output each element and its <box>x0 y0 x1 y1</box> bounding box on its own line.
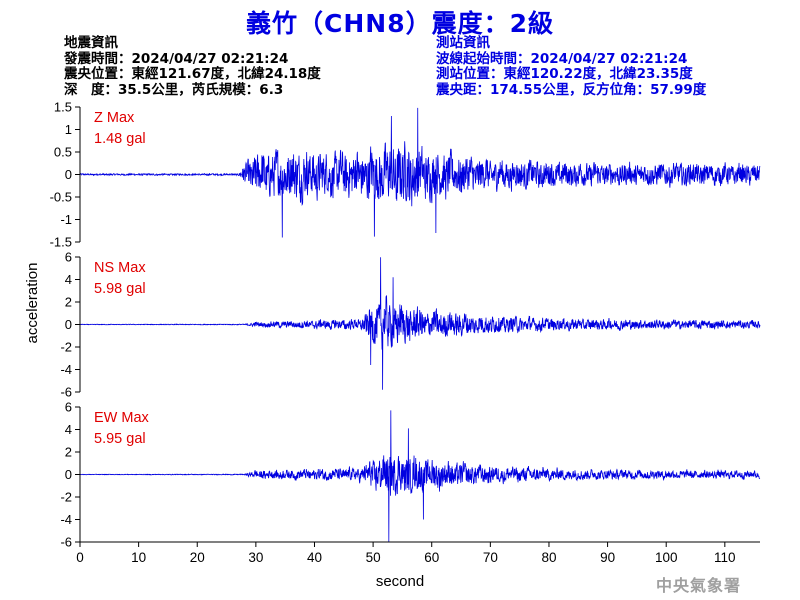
max-label-ns: NS Max <box>94 260 146 276</box>
x-tick-label: 110 <box>714 550 736 565</box>
max-label-z: Z Max <box>94 110 135 126</box>
panel-z: -1.5 -1 -0.5 0 0.5 1 1.5 Z Max 1.48 gal <box>50 100 761 250</box>
y-tick-label: 4 <box>65 422 72 437</box>
x-tick-label: 10 <box>131 550 146 565</box>
quake-origin-time: 發震時間：2024/04/27 02:21:24 <box>64 50 289 67</box>
trace-ns <box>79 257 761 390</box>
quake-depth-magnitude: 深 度：35.5公里，芮氏規模：6.3 <box>64 81 284 98</box>
y-tick-label: 1 <box>65 122 72 137</box>
trace-ew <box>79 410 761 542</box>
x-tick-label: 20 <box>190 550 205 565</box>
cwa-watermark: 中央氣象署 <box>656 576 742 595</box>
x-tick-label: 60 <box>424 550 439 565</box>
x-tick-label: 0 <box>76 550 84 565</box>
x-tick-label: 50 <box>366 550 381 565</box>
station-info-heading: 測站資訊 <box>436 35 490 51</box>
quake-epicenter: 震央位置：東經121.67度，北緯24.18度 <box>64 66 321 82</box>
x-tick-label: 90 <box>600 550 615 565</box>
station-wave-start: 波線起始時間：2024/04/27 02:21:24 <box>436 50 688 67</box>
x-tick-label: 100 <box>655 550 678 565</box>
y-tick-label: 2 <box>65 295 72 310</box>
station-info-block: 測站資訊 波線起始時間：2024/04/27 02:21:24 測站位置：東經1… <box>436 35 707 98</box>
y-tick-label: -4 <box>60 362 72 377</box>
x-tick-label: 80 <box>541 550 556 565</box>
y-tick-label: -2 <box>60 490 72 505</box>
y-tick-label: 4 <box>65 272 72 287</box>
x-axis-title: second <box>376 573 424 590</box>
y-tick-label: 0 <box>65 467 72 482</box>
trace-z <box>79 107 761 238</box>
panel-ns: -6 -4 -2 0 2 4 6 NS Max 5.98 gal <box>60 250 761 400</box>
x-tick-label: 40 <box>307 550 322 565</box>
y-tick-label: 0.5 <box>54 145 72 160</box>
max-value-ew: 5.95 gal <box>94 431 146 447</box>
y-tick-label: 1.5 <box>54 100 72 115</box>
station-location: 測站位置：東經120.22度，北緯23.35度 <box>436 66 693 82</box>
quake-info-block: 地震資訊 發震時間：2024/04/27 02:21:24 震央位置：東經121… <box>64 35 321 98</box>
y-tick-label: -6 <box>60 385 72 400</box>
y-tick-label: 0 <box>65 317 72 332</box>
panel-ew: -6 -4 -2 0 2 4 6 EW Max 5.95 gal <box>60 400 761 550</box>
y-tick-label: 6 <box>65 400 72 415</box>
y-tick-label: -2 <box>60 340 72 355</box>
y-tick-label: 0 <box>65 167 72 182</box>
x-tick-label: 30 <box>248 550 263 565</box>
y-tick-label: -4 <box>60 512 72 527</box>
y-tick-label: -6 <box>60 535 72 550</box>
max-label-ew: EW Max <box>94 410 150 426</box>
max-value-z: 1.48 gal <box>94 131 146 147</box>
y-axis-title: acceleration <box>24 263 41 344</box>
y-tick-label: -0.5 <box>50 190 72 205</box>
x-tick-label: 70 <box>483 550 498 565</box>
y-tick-label: 6 <box>65 250 72 265</box>
y-tick-label: 2 <box>65 445 72 460</box>
y-tick-label: -1 <box>60 212 72 227</box>
max-value-ns: 5.98 gal <box>94 281 146 297</box>
station-distance: 震央距：174.55公里，反方位角：57.99度 <box>436 81 707 98</box>
quake-info-heading: 地震資訊 <box>64 35 118 51</box>
y-tick-label: -1.5 <box>50 235 72 250</box>
chart-title: 義竹（CHN8）震度：2級 <box>246 9 554 38</box>
